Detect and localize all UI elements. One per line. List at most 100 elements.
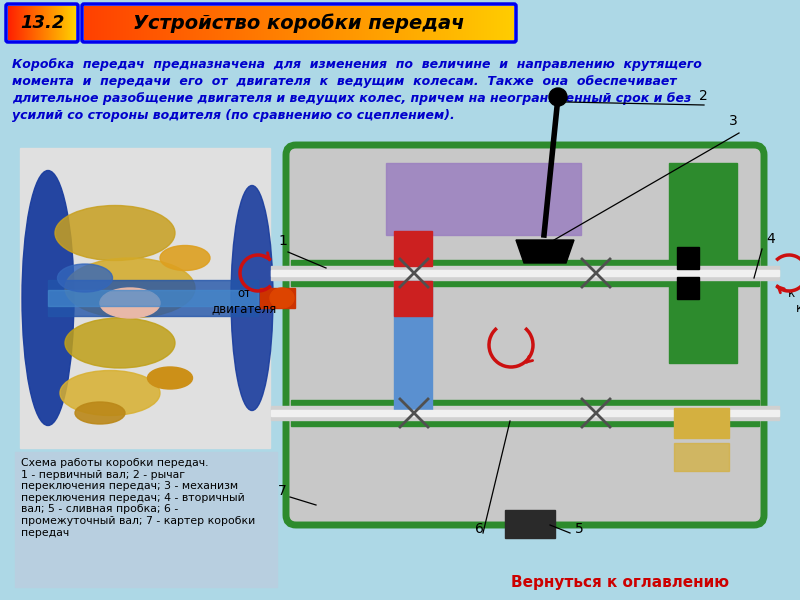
Ellipse shape	[160, 245, 210, 271]
Bar	[48, 6, 49, 40]
Bar	[266, 6, 267, 40]
Bar	[50, 6, 51, 40]
Bar	[183, 6, 184, 40]
Text: 5: 5	[575, 522, 584, 536]
Bar	[308, 6, 309, 40]
Bar	[24, 6, 25, 40]
Bar	[231, 6, 232, 40]
Bar	[226, 6, 227, 40]
Bar	[93, 6, 94, 40]
Bar	[507, 6, 508, 40]
Bar	[277, 6, 278, 40]
Bar	[103, 6, 104, 40]
Bar	[510, 6, 511, 40]
Bar	[422, 6, 423, 40]
Bar	[481, 6, 482, 40]
Bar	[74, 6, 75, 40]
Bar	[102, 6, 103, 40]
Bar	[502, 6, 503, 40]
Bar	[73, 6, 74, 40]
Bar	[128, 6, 129, 40]
Bar	[326, 6, 327, 40]
Bar	[236, 6, 237, 40]
Bar	[105, 6, 106, 40]
Bar	[427, 6, 428, 40]
Bar	[99, 6, 100, 40]
Bar	[508, 6, 509, 40]
Bar	[376, 6, 377, 40]
Bar	[235, 6, 236, 40]
Bar	[284, 6, 285, 40]
Bar	[416, 6, 417, 40]
Bar	[112, 6, 113, 40]
Bar	[186, 6, 187, 40]
Bar	[219, 6, 220, 40]
Bar	[367, 6, 368, 40]
Text: длительное разобщение двигателя и ведущих колес, причем на неограниченный срок и: длительное разобщение двигателя и ведущи…	[12, 92, 691, 105]
Bar	[358, 6, 359, 40]
Ellipse shape	[100, 288, 160, 318]
Bar	[39, 6, 40, 40]
Bar	[406, 6, 407, 40]
Bar	[260, 6, 261, 40]
Bar	[499, 6, 500, 40]
Bar	[363, 6, 364, 40]
Bar	[271, 6, 272, 40]
Bar	[313, 6, 314, 40]
Bar	[65, 6, 66, 40]
Bar	[446, 6, 447, 40]
Bar	[229, 6, 230, 40]
Bar	[349, 6, 350, 40]
Ellipse shape	[231, 185, 273, 410]
Bar	[460, 6, 461, 40]
Bar	[41, 6, 42, 40]
Bar	[164, 6, 165, 40]
Bar	[504, 6, 505, 40]
Bar	[674, 443, 729, 471]
Bar	[212, 6, 213, 40]
Bar	[122, 6, 123, 40]
Bar	[70, 6, 71, 40]
Bar	[137, 6, 138, 40]
Bar	[117, 6, 118, 40]
Bar	[121, 6, 122, 40]
Bar	[258, 6, 259, 40]
Bar	[327, 6, 328, 40]
Bar	[468, 6, 469, 40]
Bar	[36, 6, 37, 40]
Bar	[484, 6, 485, 40]
Bar	[54, 6, 55, 40]
Bar	[493, 6, 494, 40]
Bar	[224, 6, 225, 40]
Bar	[331, 6, 332, 40]
Bar	[270, 6, 271, 40]
Bar	[477, 6, 478, 40]
Bar	[40, 6, 41, 40]
Bar	[171, 6, 172, 40]
Bar	[262, 6, 263, 40]
Bar	[200, 6, 201, 40]
Bar	[340, 6, 341, 40]
Bar	[459, 6, 460, 40]
Bar	[466, 6, 467, 40]
Bar	[205, 6, 206, 40]
Bar	[322, 6, 323, 40]
Bar	[375, 6, 376, 40]
Bar	[436, 6, 437, 40]
Bar	[177, 6, 178, 40]
Bar	[303, 6, 304, 40]
Bar	[240, 6, 241, 40]
Bar	[398, 6, 399, 40]
Bar	[141, 6, 142, 40]
Bar	[269, 6, 270, 40]
Bar	[230, 6, 231, 40]
Bar	[194, 6, 195, 40]
Bar	[275, 6, 276, 40]
Bar	[369, 6, 370, 40]
Bar	[462, 6, 463, 40]
Bar	[216, 6, 217, 40]
Bar	[448, 6, 449, 40]
Bar	[29, 6, 30, 40]
Bar	[475, 6, 476, 40]
Bar	[187, 6, 188, 40]
